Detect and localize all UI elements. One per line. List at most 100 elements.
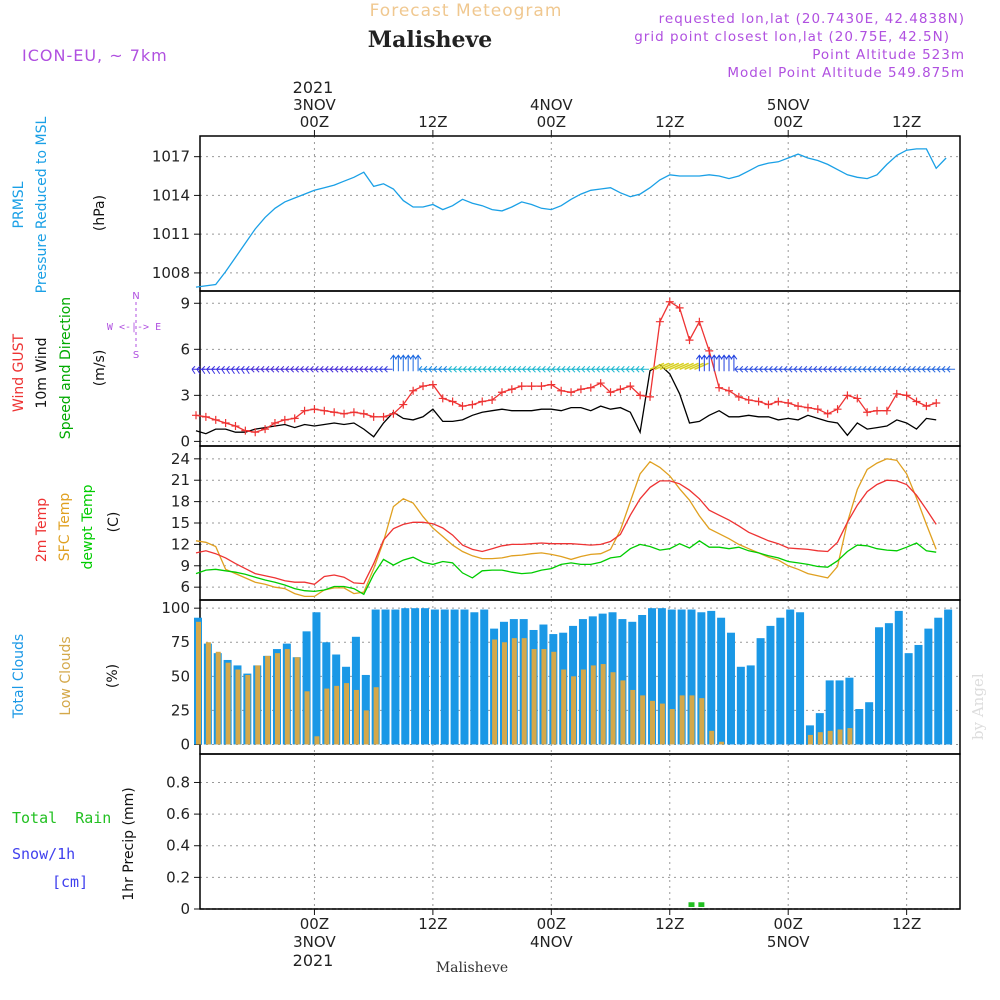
model-altitude: Model Point Altitude 549.875m [727, 65, 965, 81]
total-cloud-bar [421, 608, 430, 745]
compass-n: N [132, 291, 139, 302]
gust-marker [300, 406, 309, 415]
low-cloud-bar [294, 657, 300, 745]
gust-marker [438, 394, 447, 403]
requested-coords: requested lon,lat (20.7430E, 42.4838N) [659, 11, 965, 27]
year-bottom: 2021 [293, 951, 334, 970]
low-cloud-bar [650, 700, 656, 745]
gust-marker [389, 409, 398, 418]
precip-axis-label: 1hr Precip (mm) [121, 787, 137, 900]
bottom-time-label: 00Z [774, 915, 803, 933]
total-cloud-bar [944, 609, 953, 745]
model-label: ICON-EU, ~ 7km [22, 46, 168, 65]
low-cloud-bar [196, 621, 201, 745]
wind-arrow [384, 365, 393, 373]
compass-w: W <-|-> E [107, 322, 161, 333]
y-tick-label: 15 [171, 514, 190, 532]
y-tick-label: 9 [180, 557, 190, 575]
gust-marker [685, 336, 694, 345]
gust-label: Wind GUST [11, 333, 27, 412]
panel-frame [199, 135, 961, 292]
total-cloud-bar [825, 680, 834, 745]
y-tick-label: 0.2 [166, 868, 190, 886]
total-cloud-bar [726, 632, 735, 745]
bottom-time-label: 00Z [300, 915, 329, 933]
gust-marker [330, 408, 339, 417]
wind-arrow [725, 354, 733, 372]
total-cloud-bar [904, 653, 913, 745]
prmsl-label-2: Pressure Reduced to MSL [34, 116, 50, 293]
gust-marker [665, 297, 674, 306]
wind-arrow [710, 354, 718, 372]
y-tick-label: 21 [171, 471, 190, 489]
low-cloud-bar [551, 651, 557, 745]
gust-marker [774, 397, 783, 406]
gust-marker [922, 402, 931, 411]
gust-marker [586, 383, 595, 392]
bottom-day-label: 5NOV [767, 933, 810, 951]
gust-marker [734, 392, 743, 401]
gust-marker [359, 409, 368, 418]
gust-marker [655, 317, 664, 326]
gust-marker [310, 405, 319, 414]
compass-s: S [133, 350, 139, 361]
low-cloud-bar [679, 695, 685, 745]
bottom-time-label: 12Z [418, 915, 447, 933]
total-cloud-bar [302, 631, 311, 745]
total-cloud-bar [657, 608, 666, 745]
low-cloud-bar [235, 669, 241, 745]
gust-marker [221, 418, 230, 427]
low-cloud-bar [580, 669, 586, 745]
gust-marker [270, 418, 279, 427]
gust-marker [626, 382, 635, 391]
top-time-label: 00Z [774, 113, 803, 131]
panel-frame [199, 290, 961, 447]
gust-marker [458, 402, 467, 411]
top-time-label: 00Z [300, 113, 329, 131]
gust-marker [646, 392, 655, 401]
rain-bar [688, 902, 695, 907]
total-cloud-bar [381, 609, 390, 745]
footer-station: Malisheve [436, 960, 508, 976]
low-cloud-bar [807, 734, 813, 745]
total-cloud-bar [766, 625, 775, 745]
gust-marker [320, 406, 329, 415]
low-cloud-bar [689, 695, 695, 745]
pressure-line [195, 148, 947, 288]
total-cloud-bar [934, 617, 943, 745]
y-tick-label: 1017 [152, 148, 190, 166]
wind-arrow [399, 354, 407, 372]
wind-arrow [394, 354, 402, 372]
total-cloud-bar [746, 665, 755, 745]
low-cloud-bar [837, 729, 843, 745]
gust-marker [497, 388, 506, 397]
low-cloud-bar [699, 698, 705, 745]
gust-marker [231, 422, 240, 431]
sfc-temp-label: SFC Temp [57, 493, 73, 562]
low-cloud-bar [304, 691, 310, 745]
gust-marker [557, 386, 566, 395]
low-cloud-bar [827, 730, 833, 745]
gust-marker [863, 408, 872, 417]
gust-marker [576, 385, 585, 394]
gust-marker [478, 397, 487, 406]
y-tick-label: 24 [171, 450, 190, 468]
temp-2m-line [195, 479, 937, 585]
total-cloud-bar [707, 610, 716, 745]
low-cloud-bar [215, 651, 221, 745]
gust-marker [715, 383, 724, 392]
wind-arrow [694, 362, 709, 370]
y-tick-label: 75 [171, 633, 190, 651]
wind-arrow [730, 354, 738, 372]
total-cloud-bar [835, 680, 844, 745]
low-cloud-bar [590, 665, 596, 745]
wind-arrow [720, 354, 728, 372]
gust-marker [517, 382, 526, 391]
plot-layer: 1008101110141017036969121518212402550751… [152, 96, 961, 951]
gust-line [195, 300, 937, 433]
total-cloud-bar [440, 609, 449, 745]
wind-arrow [695, 354, 703, 372]
pressure-unit: (hPa) [92, 195, 108, 231]
gust-marker [695, 317, 704, 326]
